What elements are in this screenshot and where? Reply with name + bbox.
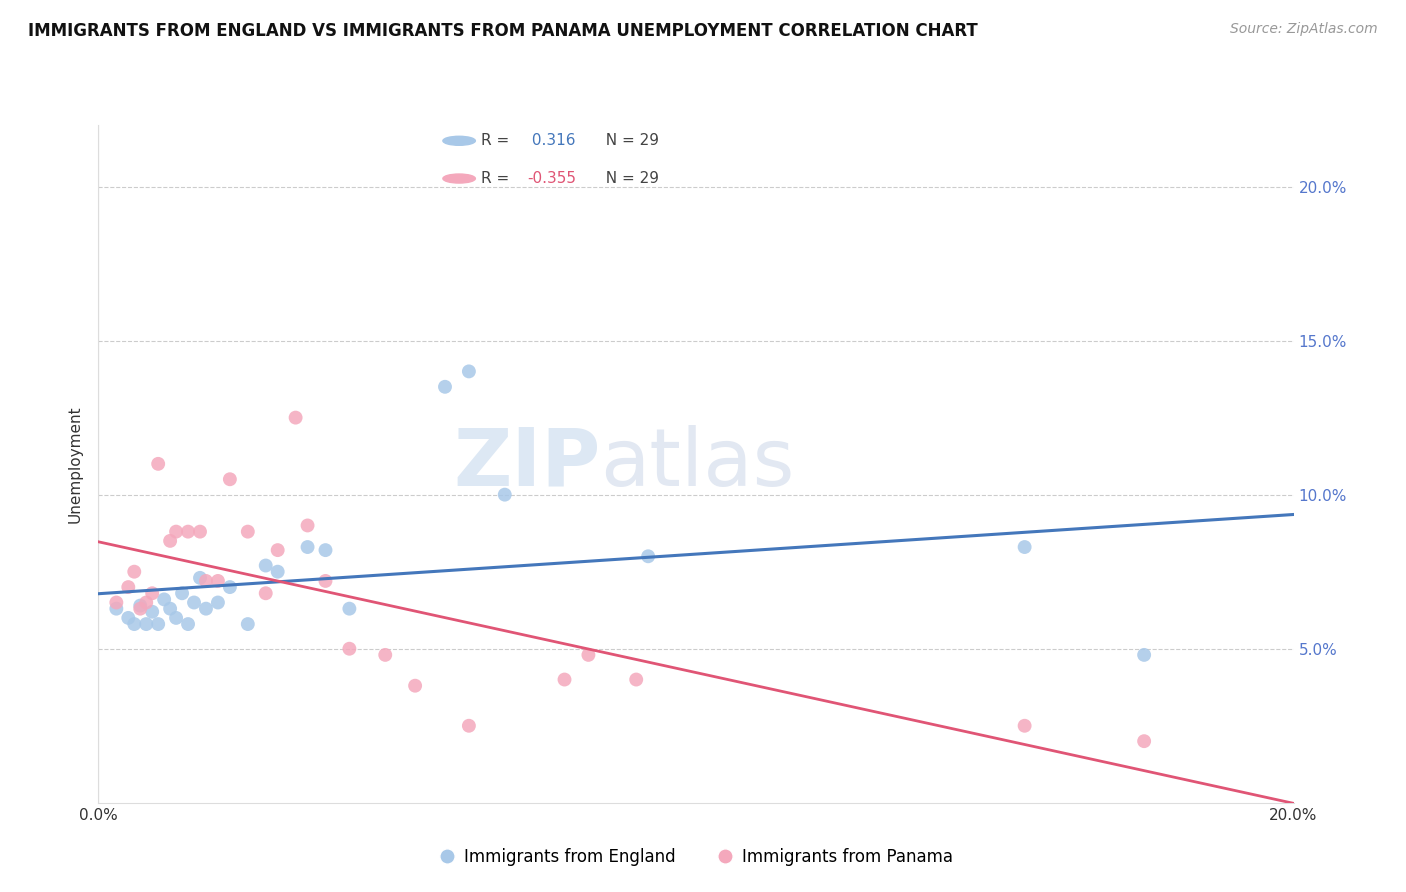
- Point: [1133, 648, 1156, 662]
- Point: [236, 617, 259, 632]
- Point: [188, 571, 211, 585]
- Point: [141, 586, 163, 600]
- Point: [165, 524, 187, 539]
- Text: ZIP: ZIP: [453, 425, 600, 503]
- Y-axis label: Unemployment: Unemployment: [67, 405, 83, 523]
- Point: [458, 719, 481, 733]
- Point: [339, 601, 360, 615]
- Point: [183, 595, 205, 609]
- Point: [267, 565, 290, 579]
- Point: [141, 605, 163, 619]
- Text: R =: R =: [481, 133, 515, 148]
- Point: [177, 617, 200, 632]
- Point: [284, 410, 307, 425]
- Circle shape: [443, 174, 475, 183]
- Point: [578, 648, 600, 662]
- Text: R =: R =: [481, 171, 515, 186]
- Point: [195, 574, 218, 588]
- Point: [297, 518, 319, 533]
- Point: [1133, 734, 1156, 748]
- Point: [177, 524, 200, 539]
- Point: [124, 617, 146, 632]
- Point: [626, 673, 648, 687]
- Point: [219, 472, 242, 486]
- Point: [315, 574, 337, 588]
- Point: [188, 524, 211, 539]
- Point: [129, 599, 152, 613]
- Point: [219, 580, 242, 594]
- Point: [135, 617, 157, 632]
- Point: [195, 601, 218, 615]
- Point: [165, 611, 187, 625]
- Point: [434, 380, 457, 394]
- Point: [129, 601, 152, 615]
- Text: Source: ZipAtlas.com: Source: ZipAtlas.com: [1230, 22, 1378, 37]
- Point: [404, 679, 426, 693]
- Text: -0.355: -0.355: [527, 171, 576, 186]
- Text: 0.316: 0.316: [527, 133, 575, 148]
- Point: [124, 565, 146, 579]
- Point: [207, 574, 229, 588]
- Point: [105, 601, 128, 615]
- Point: [297, 540, 319, 554]
- Point: [117, 580, 139, 594]
- Point: [637, 549, 659, 564]
- Circle shape: [443, 136, 475, 145]
- Legend: Immigrants from England, Immigrants from Panama: Immigrants from England, Immigrants from…: [432, 841, 960, 872]
- Point: [254, 586, 277, 600]
- Point: [148, 457, 170, 471]
- Point: [494, 488, 516, 502]
- Point: [117, 611, 139, 625]
- Point: [339, 641, 360, 656]
- Point: [315, 543, 337, 558]
- Point: [105, 595, 128, 609]
- Text: N = 29: N = 29: [596, 133, 659, 148]
- Point: [554, 673, 576, 687]
- Point: [159, 533, 181, 548]
- Point: [148, 617, 170, 632]
- Point: [254, 558, 277, 573]
- Point: [135, 595, 157, 609]
- Point: [236, 524, 259, 539]
- Text: atlas: atlas: [600, 425, 794, 503]
- Point: [374, 648, 396, 662]
- Point: [1014, 540, 1036, 554]
- Point: [159, 601, 181, 615]
- Point: [153, 592, 176, 607]
- Text: IMMIGRANTS FROM ENGLAND VS IMMIGRANTS FROM PANAMA UNEMPLOYMENT CORRELATION CHART: IMMIGRANTS FROM ENGLAND VS IMMIGRANTS FR…: [28, 22, 977, 40]
- Point: [172, 586, 194, 600]
- Point: [207, 595, 229, 609]
- Point: [1014, 719, 1036, 733]
- Point: [458, 364, 481, 378]
- Point: [267, 543, 290, 558]
- Text: N = 29: N = 29: [596, 171, 659, 186]
